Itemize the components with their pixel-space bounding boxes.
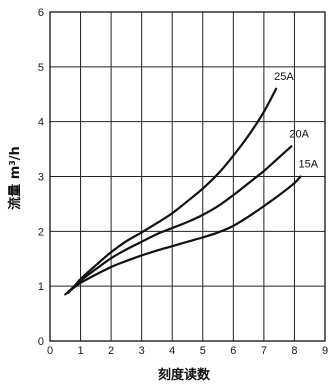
y-tick-label: 5 — [38, 62, 44, 74]
y-tick-label: 3 — [38, 172, 44, 184]
x-tick-label: 9 — [322, 345, 328, 357]
y-tick-label: 0 — [38, 336, 44, 348]
y-axis-title-tail: /h — [8, 146, 23, 160]
x-tick-label: 5 — [200, 345, 206, 357]
y-tick-label: 2 — [38, 226, 44, 238]
x-tick-label: 8 — [291, 345, 297, 357]
x-tick-label: 2 — [108, 345, 114, 357]
x-tick-label: 4 — [169, 345, 175, 357]
y-axis-title-main: 流量 m — [7, 166, 23, 210]
series-label-20a: 20A — [289, 128, 309, 140]
series-labels: 25A 20A 15A — [274, 71, 319, 171]
series-label-25a: 25A — [274, 71, 294, 83]
series-label-15a: 15A — [299, 159, 319, 171]
y-tick-label: 1 — [38, 281, 44, 293]
series-line-25a — [67, 87, 278, 294]
x-axis-ticks: 0 1 2 3 4 5 6 7 8 9 — [47, 345, 328, 357]
y-axis-title-sup: 3 — [8, 160, 17, 166]
grid — [50, 12, 325, 341]
series-line-20a — [67, 145, 293, 293]
y-axis-ticks: 0 1 2 3 4 5 6 — [38, 7, 44, 348]
plot-frame — [49, 11, 326, 342]
series-line-15a — [64, 175, 302, 296]
y-axis-title: 流量 m3/h — [7, 146, 23, 210]
x-tick-label: 3 — [139, 345, 145, 357]
x-tick-label: 1 — [77, 345, 83, 357]
x-tick-label: 0 — [47, 345, 53, 357]
x-axis-title: 刻度读数 — [158, 367, 211, 383]
y-tick-label: 4 — [38, 117, 44, 129]
series-curves — [64, 87, 302, 296]
x-tick-label: 7 — [261, 345, 267, 357]
x-tick-label: 6 — [230, 345, 236, 357]
y-tick-label: 6 — [38, 7, 44, 19]
